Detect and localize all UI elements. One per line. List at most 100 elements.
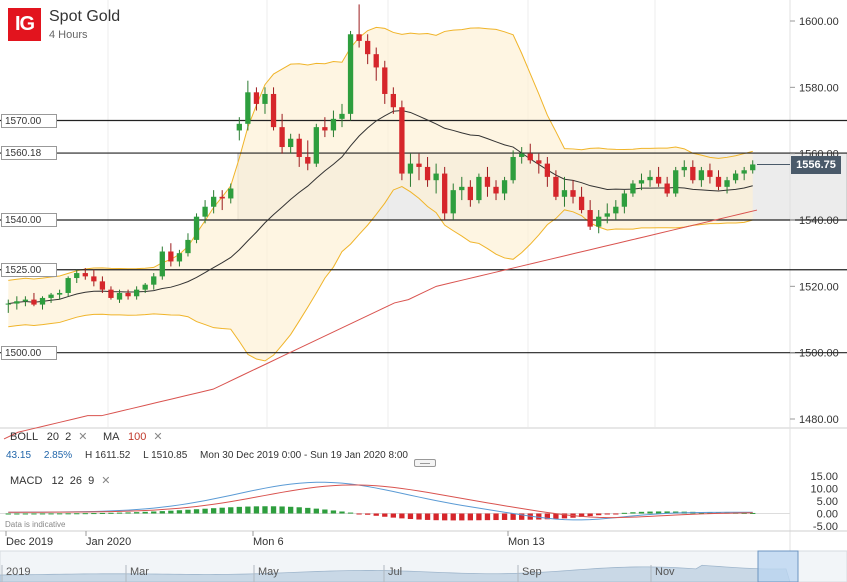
candle-body [382,67,388,94]
candle [288,133,294,154]
navigator[interactable] [0,550,847,582]
candle-body [510,156,516,181]
candle-body [176,253,183,262]
macd-histogram-bar [399,513,405,519]
candle-body [56,292,63,295]
close-icon[interactable]: ✕ [153,431,163,443]
candle-body [442,173,448,214]
macd-line [8,481,753,521]
macd-histogram-bar [544,513,551,520]
candle [151,273,157,290]
candle-body [750,164,756,171]
candle [373,47,379,81]
macd-histogram-bar [578,513,585,517]
candle-body [741,170,747,174]
close-icon[interactable]: ✕ [78,431,88,443]
candle [501,176,508,201]
candle [270,87,277,131]
candle-body [5,303,11,305]
macd-histogram-bar [125,512,131,514]
candle-body [65,278,71,293]
candle-body [322,127,328,131]
macd-histogram-bar [339,511,345,514]
candle [99,276,106,293]
macd-tick-label: 5.00 [817,496,838,508]
macd-histogram-bar [202,508,208,514]
y-tick-label: 1520.00 [799,281,839,293]
candle [655,166,662,187]
disclaimer: Data is indicative [5,520,66,529]
candle-body [74,273,80,279]
moving-averages [3,109,758,440]
candle [604,203,610,224]
candle-body [39,297,46,305]
candle-body [347,34,354,114]
level-label: 1540.00 [1,213,57,227]
candle-body [647,176,653,181]
candle-body [467,186,473,201]
candle-body [553,176,559,197]
candle-body [587,210,593,227]
ma-line [8,109,753,305]
macd-histogram-bar [176,510,183,514]
candle [578,186,585,214]
level-label: 1570.00 [1,113,57,128]
candle-body [193,216,200,240]
y-tick-label: 1600.00 [799,16,839,28]
macd-indicator[interactable]: MACD 12 26 9 ✕ [10,474,110,487]
candle [108,286,114,300]
candle-body [236,123,242,131]
candle-body [544,163,551,177]
panel-splitter[interactable] [414,459,436,467]
candle [724,176,730,194]
ma-indicator[interactable]: MA 100 ✕ [103,430,163,443]
candle-body [288,138,294,148]
candle-body [493,186,499,194]
candle [347,30,354,121]
candle-body [450,190,456,214]
candle-body [339,113,345,119]
macd-histogram-bar [596,513,602,516]
candle [39,296,46,310]
horizontal-levels [0,119,847,354]
candle-body [561,190,568,197]
candle [433,163,439,194]
macd-histogram-bar [5,513,11,515]
candle-body [108,289,114,298]
candle-body [262,93,268,104]
macd-histogram-bar [433,513,439,521]
candle-body [536,160,542,164]
macd-fast: 12 [51,475,64,487]
candle-body [459,186,465,191]
macd-histogram-bar [604,513,610,515]
candle-body [133,289,140,297]
y-tick-label: 1480.00 [799,414,839,426]
boll-indicator[interactable]: BOLL 20 2 ✕ [10,430,88,443]
macd-histogram-bar [330,510,337,514]
candle [519,147,525,164]
macd-histogram-bar [347,512,354,514]
candle-body [527,153,533,161]
candle-body [99,281,106,290]
macd-histogram-bar [288,506,294,514]
candle-body [613,206,619,214]
candle-body [219,196,225,199]
candle [245,80,251,131]
candle-body [724,180,730,187]
candle [732,170,739,184]
level-label: 1525.00 [1,262,57,277]
candle [91,269,97,287]
candle-body [279,127,285,148]
close-icon[interactable]: ✕ [101,475,111,487]
candle-body [638,180,645,184]
candle-body [365,40,371,55]
candle-body [698,170,705,181]
macd-histogram-bar [664,511,670,514]
macd-histogram-bar [424,513,431,520]
navigator-area [0,564,791,582]
candle-body [501,180,508,194]
candle [365,34,371,65]
macd-histogram-bar [655,511,662,514]
